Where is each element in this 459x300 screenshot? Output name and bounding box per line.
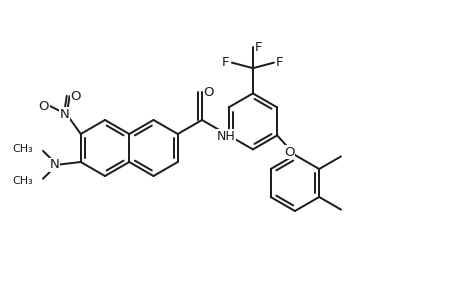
Text: O: O <box>203 85 214 98</box>
Text: F: F <box>275 56 283 69</box>
Text: CH₃: CH₃ <box>12 144 33 154</box>
Text: O: O <box>39 100 49 112</box>
Text: O: O <box>70 90 81 103</box>
Text: F: F <box>222 56 229 69</box>
Text: N: N <box>50 158 60 171</box>
Text: O: O <box>283 146 294 159</box>
Text: CH₃: CH₃ <box>12 176 33 186</box>
Text: N: N <box>60 108 69 121</box>
Text: F: F <box>255 41 262 54</box>
Text: NH: NH <box>216 130 235 143</box>
